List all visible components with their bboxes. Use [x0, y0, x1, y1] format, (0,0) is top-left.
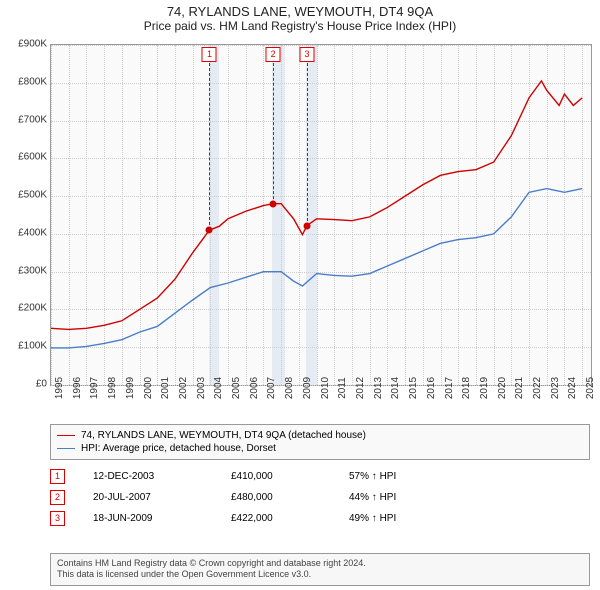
chart-lines: [51, 45, 591, 385]
sale-row-price: £480,000: [231, 492, 321, 503]
page-title: 74, RYLANDS LANE, WEYMOUTH, DT4 9QA: [0, 0, 600, 19]
sales-table: 1 12-DEC-2003 £410,000 57% ↑ HPI 2 20-JUL-200…: [50, 466, 590, 529]
sale-row-pct: 49% ↑ HPI: [349, 513, 396, 524]
sale-row-date: 18-JUN-2009: [93, 513, 203, 524]
x-tick-label: 2013: [373, 377, 384, 399]
sale-row-marker: 1: [50, 469, 65, 484]
sale-point: [270, 200, 277, 207]
y-tick-label: £300K: [5, 265, 47, 276]
sale-row-price: £422,000: [231, 513, 321, 524]
attribution: Contains HM Land Registry data © Crown c…: [50, 553, 590, 586]
y-tick-label: £100K: [5, 341, 47, 352]
sale-row-marker: 2: [50, 490, 65, 505]
sale-marker-box: 3: [300, 47, 315, 62]
legend-label: 74, RYLANDS LANE, WEYMOUTH, DT4 9QA (det…: [81, 430, 366, 441]
sale-row-pct: 44% ↑ HPI: [349, 492, 396, 503]
y-tick-label: £800K: [5, 76, 47, 87]
x-tick-label: 2012: [355, 377, 366, 399]
x-tick-label: 1999: [125, 377, 136, 399]
y-tick-label: £400K: [5, 227, 47, 238]
page-subtitle: Price paid vs. HM Land Registry's House …: [0, 19, 600, 39]
series-hpi: [51, 189, 582, 348]
y-tick-label: £200K: [5, 303, 47, 314]
chart-container: { "header": { "title": "74, RYLANDS LANE…: [0, 0, 600, 590]
sale-row-marker: 3: [50, 511, 65, 526]
x-tick-label: 2025: [585, 377, 596, 399]
attribution-line2: This data is licensed under the Open Gov…: [57, 569, 583, 581]
sale-dropline: [209, 63, 210, 230]
x-tick-label: 2018: [461, 377, 472, 399]
y-tick-label: £0: [5, 379, 47, 390]
x-tick-label: 2001: [160, 377, 171, 399]
y-tick-label: £600K: [5, 152, 47, 163]
legend-item: 74, RYLANDS LANE, WEYMOUTH, DT4 9QA (det…: [57, 429, 583, 442]
sale-row-date: 12-DEC-2003: [93, 471, 203, 482]
legend-label: HPI: Average price, detached house, Dors…: [81, 443, 276, 454]
x-tick-label: 2021: [514, 377, 525, 399]
sale-marker-box: 1: [202, 47, 217, 62]
x-tick-label: 1998: [107, 377, 118, 399]
x-tick-label: 2003: [196, 377, 207, 399]
series-price_paid: [51, 81, 582, 330]
x-tick-label: 2011: [337, 377, 348, 399]
legend: 74, RYLANDS LANE, WEYMOUTH, DT4 9QA (det…: [50, 424, 590, 460]
chart-plot-area: 1 2 3: [50, 44, 592, 386]
sale-row-date: 20-JUL-2007: [93, 492, 203, 503]
x-tick-label: 2004: [213, 377, 224, 399]
x-tick-label: 2008: [284, 377, 295, 399]
x-tick-label: 2014: [390, 377, 401, 399]
sale-row: 2 20-JUL-2007 £480,000 44% ↑ HPI: [50, 487, 590, 508]
sale-row: 3 18-JUN-2009 £422,000 49% ↑ HPI: [50, 508, 590, 529]
sale-marker-box: 2: [266, 47, 281, 62]
x-tick-label: 2002: [178, 377, 189, 399]
x-tick-label: 2007: [266, 377, 277, 399]
legend-swatch: [57, 435, 75, 436]
x-tick-label: 2024: [567, 377, 578, 399]
x-tick-label: 2009: [302, 377, 313, 399]
x-tick-label: 1997: [89, 377, 100, 399]
x-tick-label: 2017: [444, 377, 455, 399]
x-tick-label: 2000: [143, 377, 154, 399]
x-tick-label: 2016: [426, 377, 437, 399]
sale-row: 1 12-DEC-2003 £410,000 57% ↑ HPI: [50, 466, 590, 487]
x-tick-label: 2020: [497, 377, 508, 399]
y-tick-label: £900K: [5, 39, 47, 50]
legend-swatch: [57, 448, 75, 449]
x-tick-label: 1995: [54, 377, 65, 399]
x-tick-label: 2019: [479, 377, 490, 399]
x-tick-label: 2005: [231, 377, 242, 399]
y-tick-label: £700K: [5, 114, 47, 125]
x-tick-label: 2023: [550, 377, 561, 399]
sale-row-price: £410,000: [231, 471, 321, 482]
x-tick-label: 2010: [320, 377, 331, 399]
attribution-line1: Contains HM Land Registry data © Crown c…: [57, 558, 583, 570]
legend-item: HPI: Average price, detached house, Dors…: [57, 442, 583, 455]
sale-point: [304, 222, 311, 229]
x-tick-label: 2006: [249, 377, 260, 399]
x-tick-label: 1996: [72, 377, 83, 399]
sale-dropline: [273, 63, 274, 204]
sale-point: [206, 227, 213, 234]
sale-row-pct: 57% ↑ HPI: [349, 471, 396, 482]
x-tick-label: 2015: [408, 377, 419, 399]
y-tick-label: £500K: [5, 190, 47, 201]
sale-dropline: [307, 63, 308, 226]
x-tick-label: 2022: [532, 377, 543, 399]
